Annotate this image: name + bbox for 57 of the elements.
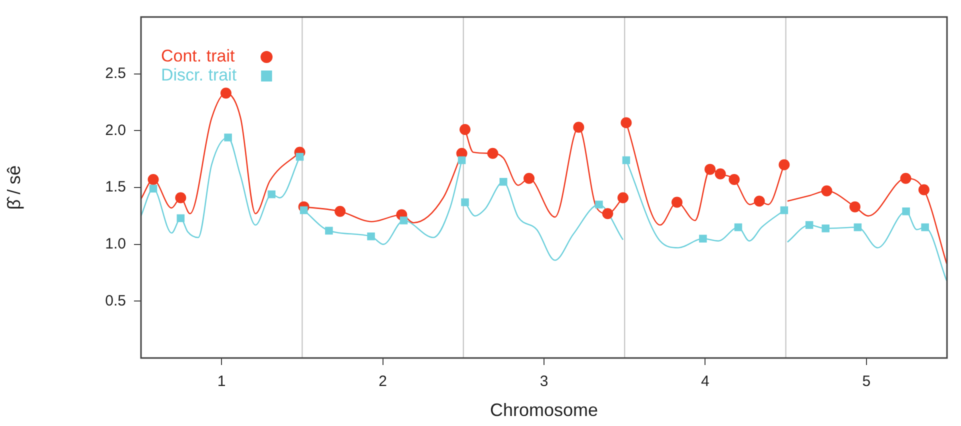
point <box>175 192 186 204</box>
point <box>176 214 185 222</box>
point <box>821 185 832 196</box>
y-tick-label: 0.5 <box>105 292 126 310</box>
point <box>902 207 910 216</box>
point <box>622 156 630 164</box>
point <box>778 159 790 170</box>
y-tick-label: 1.5 <box>105 178 126 196</box>
point <box>367 232 375 240</box>
y-tick-label: 2.5 <box>105 64 126 82</box>
point <box>460 124 471 136</box>
point <box>754 196 765 207</box>
y-tick-label: 1.0 <box>105 235 126 252</box>
point <box>499 178 508 186</box>
point <box>921 223 929 232</box>
point <box>620 117 632 128</box>
point <box>734 223 742 232</box>
point <box>325 226 333 235</box>
point <box>900 172 912 184</box>
y-tick-label: 2.0 <box>105 122 126 139</box>
point <box>714 168 726 180</box>
point <box>400 216 408 224</box>
legend-label: Cont. trait <box>161 46 235 66</box>
point <box>220 88 232 99</box>
point <box>617 192 628 204</box>
point <box>334 206 346 217</box>
point <box>458 156 466 164</box>
point <box>780 206 788 214</box>
x-tick-label: 3 <box>540 373 548 390</box>
point <box>595 200 603 208</box>
point <box>805 221 814 229</box>
point <box>524 172 535 184</box>
point <box>296 152 304 161</box>
x-tick-label: 5 <box>862 373 871 390</box>
point <box>224 134 232 142</box>
x-tick-label: 1 <box>217 373 226 390</box>
point <box>728 174 740 186</box>
point <box>149 184 158 193</box>
point <box>573 122 584 133</box>
x-tick-label: 2 <box>378 373 387 390</box>
point <box>300 206 308 214</box>
point <box>602 208 614 220</box>
x-tick-label: 4 <box>701 373 710 390</box>
legend-label: Discr. trait <box>161 66 237 85</box>
x-axis-title: Chromosome <box>490 400 598 420</box>
point <box>671 196 682 208</box>
point <box>268 190 276 198</box>
point <box>849 201 860 212</box>
point <box>854 223 862 232</box>
point <box>487 148 498 159</box>
point <box>461 198 469 206</box>
point <box>699 234 707 243</box>
point <box>704 164 716 175</box>
point <box>148 174 159 186</box>
point <box>918 184 930 196</box>
point <box>822 224 830 232</box>
y-axis-title: β̂ / sê <box>4 165 24 210</box>
